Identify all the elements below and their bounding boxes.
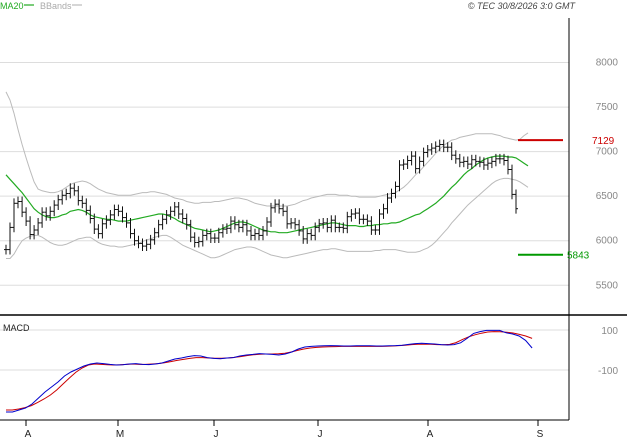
macd-line xyxy=(6,329,533,413)
x-axis-month-label: J xyxy=(318,429,323,440)
price-plot xyxy=(4,91,563,259)
macd-label: MACD xyxy=(3,323,30,333)
price-axis-tick-label: 6000 xyxy=(596,236,619,247)
bbands-upper-line xyxy=(5,91,529,207)
macd-axis-tick-label: 100 xyxy=(601,326,618,337)
x-axis-month-label: J xyxy=(214,429,219,440)
price-axis-tick-label: 6500 xyxy=(596,191,619,202)
macd-plot xyxy=(6,329,533,413)
bbands-legend-label: BBands xyxy=(40,1,72,11)
x-axis-month-label: A xyxy=(25,429,32,440)
ma20-legend-label: MA20 xyxy=(0,1,24,11)
support-level-label: 5843 xyxy=(567,251,590,262)
price-axis-tick-label: 7500 xyxy=(596,102,619,113)
price-grid xyxy=(0,62,569,286)
macd-grid xyxy=(0,329,569,371)
price-axis-tick-label: 5500 xyxy=(596,280,619,291)
x-axis-month-label: S xyxy=(537,429,544,440)
macd-axis-tick-label: -100 xyxy=(598,366,618,377)
copyright-text: © TEC 30/8/2026 3:0 GMT xyxy=(468,1,577,11)
bbands-lower-line xyxy=(6,177,529,259)
resistance-level-label: 7129 xyxy=(592,136,615,147)
x-axis-month-label: M xyxy=(116,429,124,440)
price-axis-tick-label: 8000 xyxy=(596,58,619,69)
macd-signal-line xyxy=(6,331,533,411)
x-axis-month-label: A xyxy=(427,429,434,440)
price-axis-tick-label: 7000 xyxy=(596,147,619,158)
axes: 8000 7500 7000 6500 6000 5500 100 -100 A M J J A S 712… xyxy=(0,18,627,440)
